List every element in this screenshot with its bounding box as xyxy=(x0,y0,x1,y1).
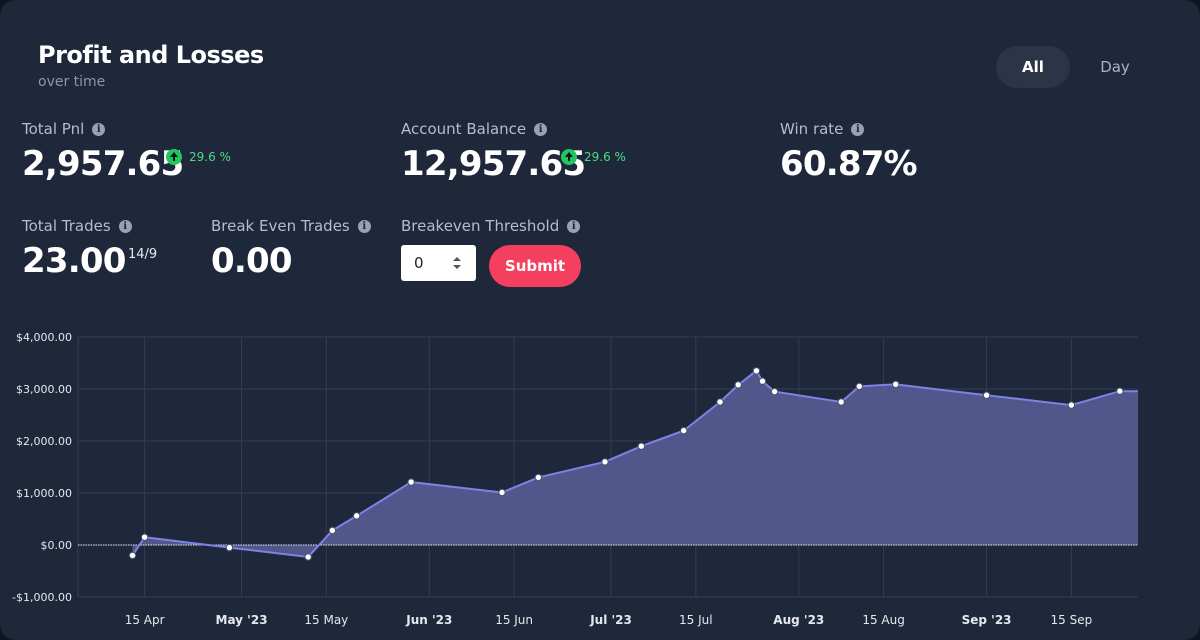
page-subtitle: over time xyxy=(38,74,106,90)
x-tick-label: May '23 xyxy=(216,613,268,627)
break-even-trades-label: Break Even Trades xyxy=(211,217,371,235)
pnl-area-chart: $4,000.00 $3,000.00 $2,000.00 $1,000.00 $0.0… xyxy=(12,331,1138,627)
info-icon[interactable] xyxy=(118,219,132,233)
x-tick-label: 15 Sep xyxy=(1051,613,1093,627)
break-even-trades-value: 0.00 xyxy=(211,241,293,281)
series-line xyxy=(131,369,1138,559)
x-tick-label: Jul '23 xyxy=(589,613,632,627)
total-trades-label: Total Trades xyxy=(22,217,132,235)
info-icon[interactable] xyxy=(92,122,106,136)
x-tick-label: 15 May xyxy=(304,613,348,627)
info-icon[interactable] xyxy=(851,122,865,136)
breakeven-threshold-input[interactable]: 0 xyxy=(401,245,476,281)
data-point xyxy=(982,391,991,399)
submit-button[interactable]: Submit xyxy=(489,245,581,287)
x-tick-label: 15 Jun xyxy=(495,613,533,627)
y-tick-label: $4,000.00 xyxy=(16,331,72,344)
series-area xyxy=(132,370,1138,557)
data-point xyxy=(352,512,361,520)
toggle-day-button[interactable]: Day xyxy=(1100,58,1130,76)
data-point xyxy=(892,380,900,389)
toggle-all-button[interactable]: All xyxy=(996,46,1070,88)
breakeven-threshold-label-text: Breakeven Threshold xyxy=(401,217,560,235)
data-point xyxy=(304,553,312,561)
account-balance-label: Account Balance xyxy=(401,120,548,138)
data-point xyxy=(716,398,724,406)
data-point xyxy=(601,458,609,466)
account-balance-label-text: Account Balance xyxy=(401,120,527,138)
total-trades-value: 23.00 xyxy=(22,241,126,281)
data-point xyxy=(328,526,337,535)
data-point xyxy=(752,367,761,375)
account-balance-value: 12,957.65 xyxy=(401,144,586,184)
total-pnl-label: Total Pnl xyxy=(22,120,106,138)
account-balance-change-text: 29.6 % xyxy=(584,150,626,164)
data-point xyxy=(837,398,845,406)
win-rate-label: Win rate xyxy=(780,120,865,138)
x-tick-label: 15 Apr xyxy=(125,613,165,627)
account-balance-change: 29.6 % xyxy=(561,149,626,165)
x-tick-label: Aug '23 xyxy=(773,613,824,627)
data-point xyxy=(498,488,506,497)
break-even-trades-label-text: Break Even Trades xyxy=(211,217,350,235)
arrow-up-circle-icon xyxy=(166,149,182,165)
breakeven-threshold-input-value[interactable]: 0 xyxy=(414,254,424,272)
breakeven-threshold-label: Breakeven Threshold xyxy=(401,217,581,235)
data-point xyxy=(734,381,742,389)
y-tick-label: -$1,000.00 xyxy=(12,591,72,604)
data-point xyxy=(770,387,779,396)
data-point xyxy=(128,551,137,560)
x-tick-label: Sep '23 xyxy=(962,613,1012,627)
total-trades-label-text: Total Trades xyxy=(22,217,111,235)
y-tick-label: $2,000.00 xyxy=(16,435,72,448)
arrow-up-circle-icon xyxy=(561,149,577,165)
total-pnl-change: 29.6 % xyxy=(166,149,231,165)
info-icon[interactable] xyxy=(534,122,548,136)
x-tick-label: Jun '23 xyxy=(405,613,452,627)
y-tick-label: $1,000.00 xyxy=(16,487,72,500)
y-tick-label: $0.00 xyxy=(41,539,73,552)
stepper-icon[interactable] xyxy=(452,254,462,272)
data-point xyxy=(1067,401,1076,409)
data-point xyxy=(680,426,688,435)
x-tick-label: 15 Aug xyxy=(862,613,905,627)
info-icon[interactable] xyxy=(567,219,581,233)
data-point xyxy=(407,478,415,486)
page-title: Profit and Losses xyxy=(38,41,264,69)
data-point xyxy=(855,382,864,391)
data-point xyxy=(1116,387,1124,395)
y-tick-label: $3,000.00 xyxy=(16,383,72,396)
total-pnl-value: 2,957.65 xyxy=(22,144,184,184)
data-point xyxy=(637,442,646,450)
data-point xyxy=(758,377,767,385)
data-point xyxy=(534,473,543,482)
data-point xyxy=(140,533,149,541)
data-point xyxy=(225,543,234,552)
total-pnl-label-text: Total Pnl xyxy=(22,120,85,138)
total-pnl-change-text: 29.6 % xyxy=(189,150,231,164)
win-rate-label-text: Win rate xyxy=(780,120,844,138)
info-icon[interactable] xyxy=(357,219,371,233)
x-tick-label: 15 Jul xyxy=(679,613,713,627)
win-rate-value: 60.87% xyxy=(780,144,918,184)
win-loss-ratio: 14/9 xyxy=(128,247,158,262)
